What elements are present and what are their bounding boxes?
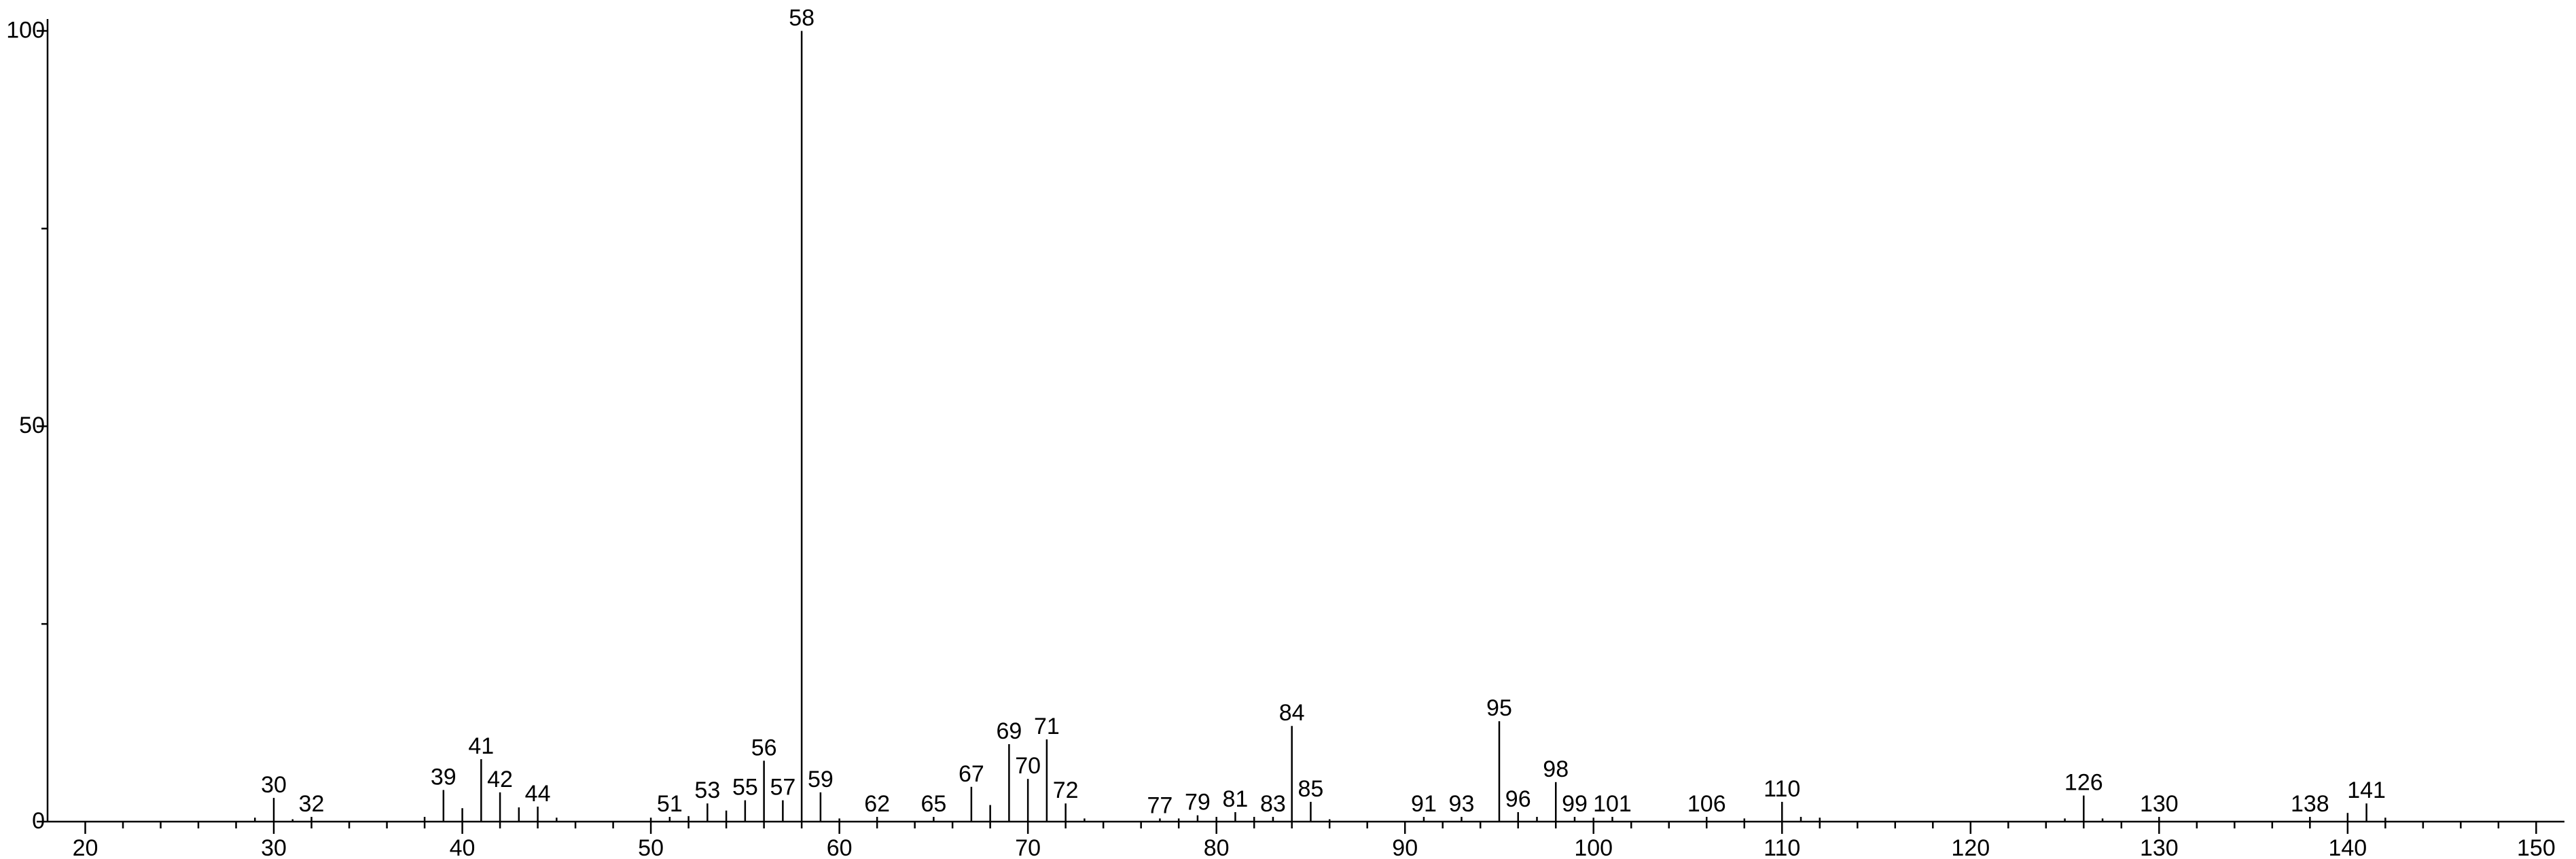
peak-label: 32 [299, 791, 325, 817]
peak-label: 84 [1279, 700, 1305, 726]
peak-label: 93 [1449, 791, 1475, 817]
peak-label: 53 [694, 777, 720, 803]
x-tick-label: 90 [1392, 835, 1418, 859]
x-tick-label: 20 [73, 835, 99, 859]
peak-label: 83 [1260, 791, 1286, 817]
peak-label: 67 [959, 761, 984, 787]
peak-label: 58 [789, 5, 815, 31]
peak-label: 141 [2347, 777, 2386, 803]
peak-label: 81 [1223, 786, 1249, 812]
peak-label: 69 [996, 718, 1022, 744]
y-tick-label: 100 [6, 17, 45, 43]
x-tick-label: 50 [638, 835, 664, 859]
peak-label: 51 [657, 791, 683, 817]
peak-label: 96 [1505, 786, 1531, 812]
x-tick-label: 110 [1764, 835, 1800, 859]
peak-label: 70 [1015, 753, 1041, 779]
x-tick-label: 100 [1574, 835, 1613, 859]
peak-label: 126 [2064, 770, 2103, 796]
peak-label: 55 [732, 775, 758, 801]
peak-label: 99 [1562, 791, 1588, 817]
x-tick-label: 150 [2517, 835, 2556, 859]
x-tick-label: 30 [261, 835, 287, 859]
peak-label: 30 [261, 772, 287, 798]
peak-label: 130 [2140, 791, 2179, 817]
peak-label: 62 [864, 791, 890, 817]
peak-label: 91 [1411, 791, 1437, 817]
peak-label: 39 [431, 764, 457, 790]
x-tick-label: 140 [2328, 835, 2367, 859]
peak-label: 42 [487, 767, 513, 792]
y-tick-label: 50 [19, 413, 45, 438]
peak-label: 57 [770, 775, 795, 801]
peak-label: 98 [1543, 756, 1569, 782]
y-tick-label: 0 [32, 808, 45, 834]
peak-label: 85 [1298, 776, 1324, 802]
peak-label: 59 [808, 767, 834, 792]
x-tick-label: 60 [827, 835, 853, 859]
x-tick-label: 70 [1015, 835, 1041, 859]
peak-label: 72 [1053, 777, 1079, 803]
peak-label: 41 [468, 733, 494, 759]
peak-label: 106 [1687, 791, 1726, 817]
peak-label: 95 [1486, 695, 1512, 721]
x-tick-label: 130 [2140, 835, 2179, 859]
x-tick-label: 120 [1951, 835, 1990, 859]
peak-label: 77 [1147, 792, 1173, 818]
x-tick-label: 80 [1204, 835, 1230, 859]
peak-label: 79 [1185, 790, 1211, 816]
peak-label: 71 [1034, 714, 1060, 739]
peak-label: 101 [1593, 791, 1632, 817]
peak-label: 110 [1764, 776, 1800, 802]
peak-label: 65 [920, 791, 946, 817]
peak-label: 138 [2291, 791, 2329, 817]
peak-label: 56 [751, 735, 777, 760]
peak-label: 44 [525, 781, 551, 807]
x-tick-label: 40 [450, 835, 476, 859]
